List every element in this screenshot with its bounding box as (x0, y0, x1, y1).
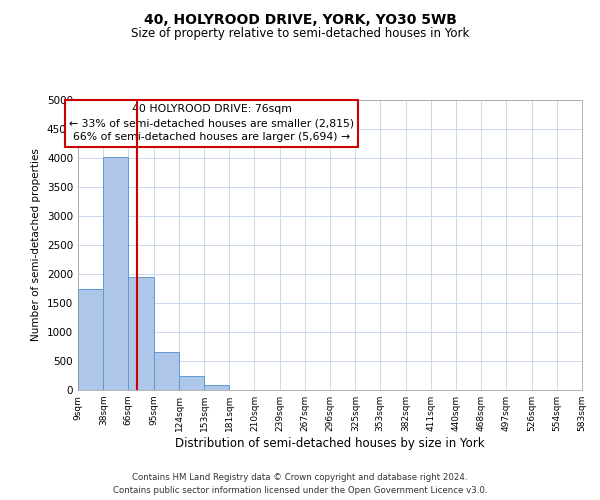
Bar (179, 376, 205, 390)
Text: Contains HM Land Registry data © Crown copyright and database right 2024.: Contains HM Land Registry data © Crown c… (132, 472, 468, 482)
Bar (103, 157, 128, 390)
X-axis label: Distribution of semi-detached houses by size in York: Distribution of semi-detached houses by … (175, 437, 485, 450)
Text: Size of property relative to semi-detached houses in York: Size of property relative to semi-detach… (131, 28, 469, 40)
Text: 40 HOLYROOD DRIVE: 76sqm
← 33% of semi-detached houses are smaller (2,815)
66% o: 40 HOLYROOD DRIVE: 76sqm ← 33% of semi-d… (69, 104, 354, 142)
Y-axis label: Number of semi-detached properties: Number of semi-detached properties (31, 148, 41, 342)
Bar (78, 288, 103, 390)
Bar (128, 277, 154, 390)
Text: Contains public sector information licensed under the Open Government Licence v3: Contains public sector information licen… (113, 486, 487, 495)
Text: 40, HOLYROOD DRIVE, YORK, YO30 5WB: 40, HOLYROOD DRIVE, YORK, YO30 5WB (143, 12, 457, 26)
Bar (205, 386, 229, 390)
Bar (154, 352, 179, 390)
